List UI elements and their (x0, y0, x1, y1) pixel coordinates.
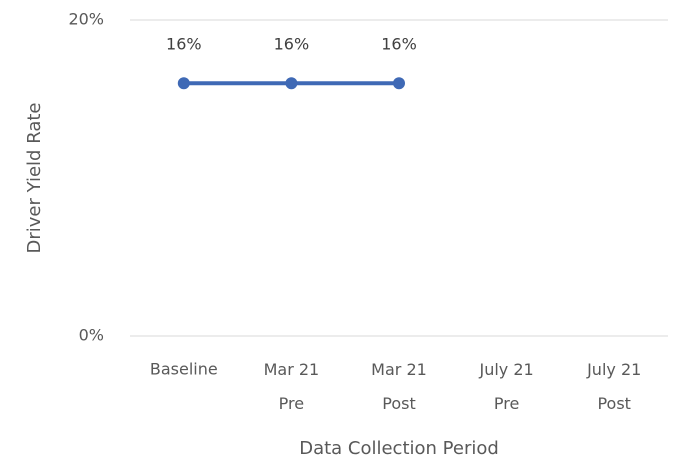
data-label: 16% (166, 35, 202, 54)
data-point (177, 77, 190, 90)
x-tick-label: Mar 21 Pre (264, 360, 320, 413)
data-point (393, 77, 405, 90)
data-label: 16% (381, 35, 417, 54)
x-tick-label: Mar 21 Post (371, 360, 427, 413)
y-tick-label: 0% (79, 326, 104, 345)
y-tick-label: 20% (68, 10, 104, 29)
x-tick-label: July 21 Post (586, 360, 641, 413)
y-axis-title: Driver Yield Rate (24, 103, 45, 254)
data-label: 16% (274, 35, 310, 54)
x-tick-label: Baseline (150, 360, 218, 379)
x-tick-label: July 21 Pre (478, 360, 533, 413)
x-axis-title: Data Collection Period (299, 438, 499, 459)
data-point (285, 77, 298, 90)
